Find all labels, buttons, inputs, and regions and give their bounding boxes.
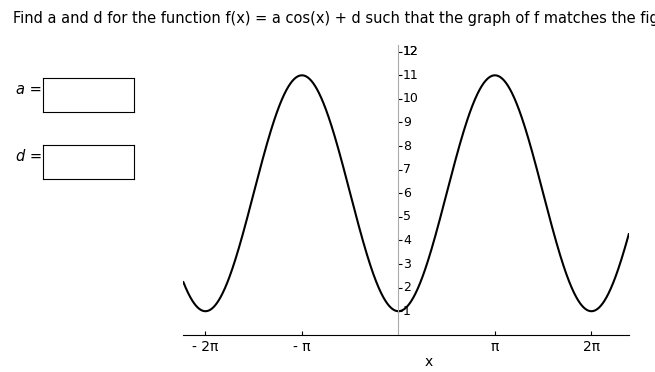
Text: 7: 7 (403, 163, 411, 176)
Text: 11: 11 (403, 69, 419, 82)
Text: a =: a = (16, 82, 43, 97)
Text: 2: 2 (403, 281, 411, 294)
Text: 3: 3 (403, 257, 411, 270)
X-axis label: x: x (424, 355, 432, 369)
Text: 5: 5 (403, 210, 411, 223)
Text: 1: 1 (403, 305, 411, 318)
Text: 6: 6 (403, 187, 411, 200)
Text: 4: 4 (403, 234, 411, 247)
Text: 12: 12 (403, 45, 419, 58)
Text: Find a and d for the function f(x) = a cos(x) + d such that the graph of f match: Find a and d for the function f(x) = a c… (13, 11, 655, 26)
Text: 8: 8 (403, 140, 411, 153)
Text: 9: 9 (403, 116, 411, 129)
Text: 12: 12 (403, 45, 419, 58)
Text: d =: d = (16, 149, 43, 164)
Text: 10: 10 (403, 92, 419, 105)
